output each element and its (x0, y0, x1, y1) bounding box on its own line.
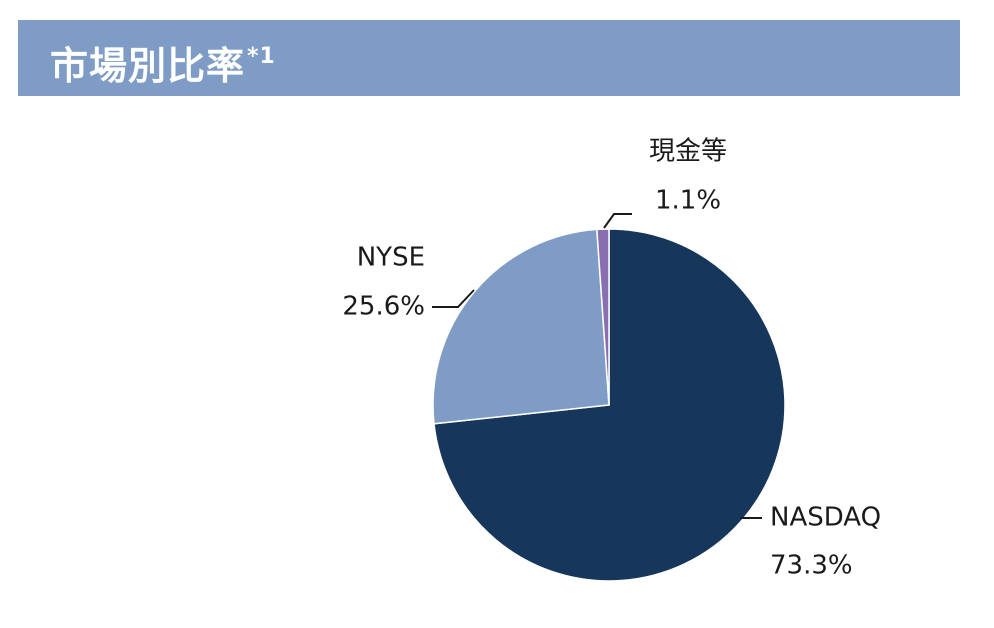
slice-labels: NASDAQ 73.3% NYSE 25.6% 現金等 1.1% (342, 137, 881, 581)
slice-value-nyse: 25.6% (342, 292, 425, 322)
leader-lines (432, 213, 762, 519)
leader-line-nyse (432, 289, 475, 308)
chart-title-footnote-mark: *1 (247, 44, 276, 69)
pie-slice-nyse (432, 228, 610, 425)
chart-title-text: 市場別比率 (50, 44, 246, 88)
slice-label-nyse: NYSE (357, 243, 425, 273)
slice-label-nasdaq: NASDAQ (770, 503, 881, 533)
leader-line-slice-2 (603, 213, 632, 229)
chart-title: 市場別比率*1 (50, 32, 276, 91)
pie-slice-slice-2 (596, 228, 610, 406)
chart-header-band: 市場別比率*1 (18, 20, 960, 96)
slice-value-nasdaq: 73.3% (770, 551, 853, 581)
pie-slices (432, 228, 786, 582)
slice-label-slice-2: 現金等 (649, 137, 727, 167)
slice-value-slice-2: 1.1% (655, 186, 721, 216)
